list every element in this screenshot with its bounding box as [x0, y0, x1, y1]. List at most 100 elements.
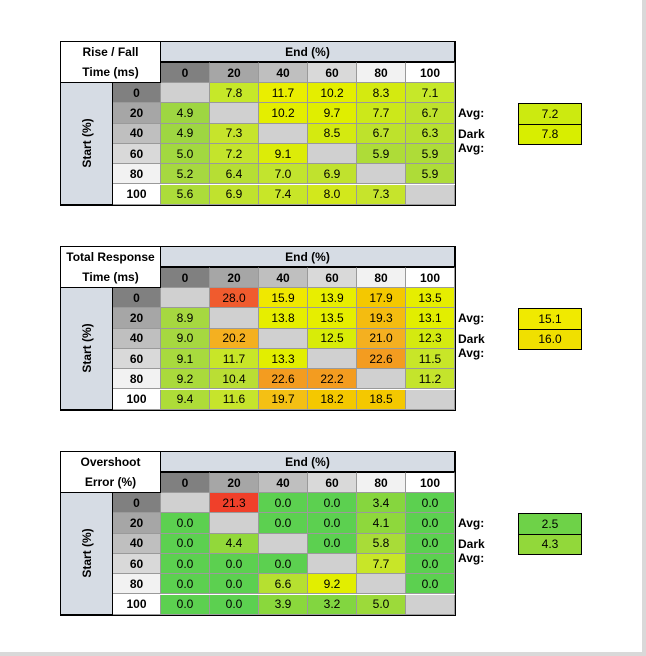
avg-label: Avg:: [458, 106, 485, 121]
matrix-cell: 5.8: [357, 533, 406, 554]
matrix-cell: 18.2: [308, 389, 357, 410]
matrix-cell: 7.1: [406, 83, 455, 104]
matrix-cell: 22.2: [308, 369, 357, 390]
table-title-line: Total Response: [66, 250, 155, 264]
diagonal-cell: [406, 184, 455, 205]
matrix-cell: 15.9: [259, 288, 308, 309]
matrix-cell: 0.0: [406, 574, 455, 595]
column-header: 40: [259, 267, 308, 288]
matrix-cell: 7.3: [210, 123, 259, 144]
matrix-cell: 13.3: [259, 348, 308, 370]
column-header: 40: [259, 472, 308, 493]
diagonal-cell: [210, 513, 259, 534]
row-header: 60: [113, 143, 161, 165]
row-header: 60: [113, 553, 161, 575]
diagonal-cell: [357, 574, 406, 595]
end-percent-header: End (%): [161, 246, 455, 267]
diagonal-cell: [308, 143, 357, 165]
dark-avg-label: Dark Avg:: [458, 536, 485, 565]
dark-avg-value: 7.8: [518, 124, 582, 145]
row-header: 20: [113, 308, 161, 329]
matrix-cell: 20.2: [210, 328, 259, 349]
column-header: 80: [357, 62, 406, 83]
matrix-cell: 0.0: [210, 574, 259, 595]
diagonal-cell: [406, 389, 455, 410]
matrix-cell: 13.8: [259, 308, 308, 329]
table-title: Overshoot Error (%): [60, 451, 161, 493]
end-percent-header: End (%): [161, 41, 455, 62]
start-percent-label-text: Start (%): [79, 323, 94, 374]
matrix-cell: 19.3: [357, 308, 406, 329]
matrix-cell: 6.9: [308, 164, 357, 185]
column-header: 40: [259, 62, 308, 83]
row-header: 100: [113, 594, 161, 615]
matrix-cell: 5.9: [357, 143, 406, 165]
diagonal-cell: [161, 83, 210, 104]
dark-avg-value: 4.3: [518, 534, 582, 555]
matrix-cell: 5.2: [161, 164, 210, 185]
matrix-cell: 0.0: [161, 553, 210, 575]
matrix-cell: 12.5: [308, 328, 357, 349]
table-title-line: Time (ms): [82, 65, 139, 79]
matrix-cell: 3.4: [357, 493, 406, 514]
diagonal-cell: [308, 348, 357, 370]
matrix-cell: 9.7: [308, 103, 357, 124]
matrix-cell: 0.0: [406, 553, 455, 575]
table-title-line: Time (ms): [82, 270, 139, 284]
diagonal-cell: [259, 328, 308, 349]
matrix-cell: 13.5: [308, 308, 357, 329]
matrix-cell: 0.0: [161, 513, 210, 534]
row-header: 40: [113, 123, 161, 144]
diagonal-cell: [308, 553, 357, 575]
matrix-cell: 9.1: [161, 348, 210, 370]
matrix-cell: 0.0: [308, 513, 357, 534]
matrix-cell: 17.9: [357, 288, 406, 309]
matrix-cell: 0.0: [210, 594, 259, 615]
matrix-cell: 7.2: [210, 143, 259, 165]
matrix-cell: 22.6: [259, 369, 308, 390]
matrix-cell: 7.7: [357, 553, 406, 575]
diagonal-cell: [210, 308, 259, 329]
row-header: 100: [113, 184, 161, 205]
matrix-cell: 9.0: [161, 328, 210, 349]
matrix-cell: 9.1: [259, 143, 308, 165]
column-header: 20: [210, 62, 259, 83]
matrix-cell: 10.4: [210, 369, 259, 390]
avg-label: Avg:: [458, 516, 485, 531]
diagonal-cell: [161, 493, 210, 514]
column-header: 60: [308, 267, 357, 288]
matrix-cell: 28.0: [210, 288, 259, 309]
matrix-cell: 5.0: [161, 143, 210, 165]
start-percent-label: Start (%): [60, 83, 113, 205]
diagonal-cell: [406, 594, 455, 615]
matrix-cell: 0.0: [259, 553, 308, 575]
matrix-cell: 4.9: [161, 103, 210, 124]
matrix-cell: 0.0: [259, 513, 308, 534]
matrix-cell: 11.7: [210, 348, 259, 370]
matrix-cell: 0.0: [210, 553, 259, 575]
matrix-cell: 11.2: [406, 369, 455, 390]
avg-value: 2.5: [518, 513, 582, 535]
column-header: 80: [357, 267, 406, 288]
diagonal-cell: [357, 164, 406, 185]
page-bottom-edge: [0, 652, 646, 656]
matrix-cell: 8.3: [357, 83, 406, 104]
table-title: Total Response Time (ms): [60, 246, 161, 288]
matrix-cell: 0.0: [406, 493, 455, 514]
matrix-cell: 21.0: [357, 328, 406, 349]
matrix-cell: 7.0: [259, 164, 308, 185]
matrix-cell: 4.9: [161, 123, 210, 144]
matrix-cell: 5.6: [161, 184, 210, 205]
matrix-cell: 4.1: [357, 513, 406, 534]
row-header: 80: [113, 164, 161, 185]
row-header: 80: [113, 369, 161, 390]
matrix-cell: 6.6: [259, 574, 308, 595]
row-header: 40: [113, 328, 161, 349]
row-header: 0: [113, 493, 161, 514]
dark-avg-label: Dark Avg:: [458, 331, 485, 360]
matrix-cell: 5.9: [406, 143, 455, 165]
matrix-cell: 19.7: [259, 389, 308, 410]
avg-value: 7.2: [518, 103, 582, 125]
matrix-cell: 8.5: [308, 123, 357, 144]
matrix-cell: 7.8: [210, 83, 259, 104]
